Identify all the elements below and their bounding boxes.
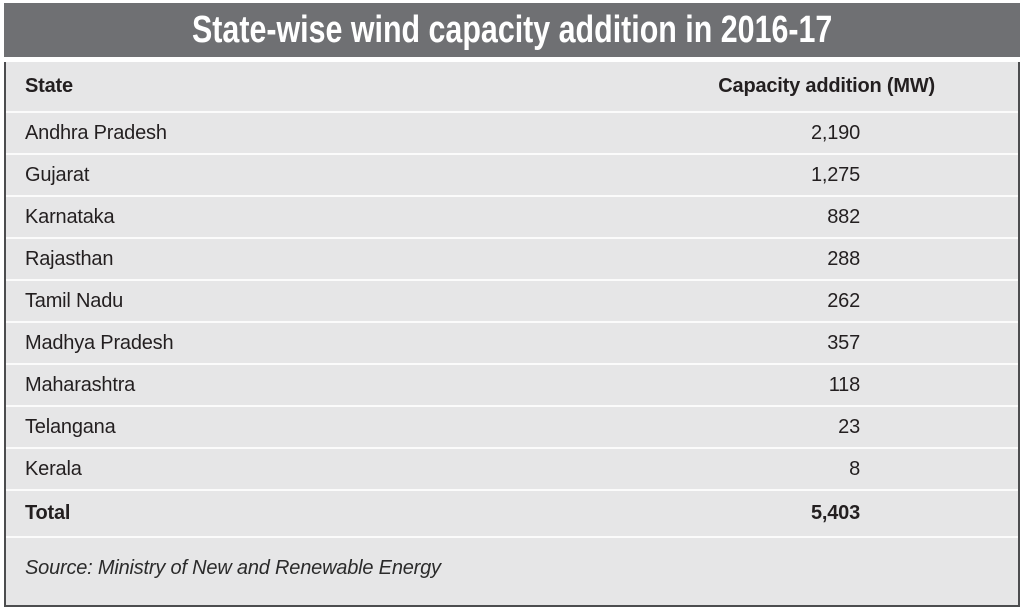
total-label: Total	[25, 502, 71, 524]
capacity-cell: 8	[849, 457, 860, 480]
state-cell: Kerala	[25, 457, 82, 480]
table-row: Tamil Nadu 262	[6, 281, 1018, 323]
state-cell: Rajasthan	[25, 247, 114, 270]
figure-title-bar: State-wise wind capacity addition in 201…	[4, 3, 1020, 57]
state-cell: Maharashtra	[25, 373, 136, 396]
table-row: Telangana 23	[6, 407, 1018, 449]
column-header-state: State	[25, 75, 73, 97]
table-row: Andhra Pradesh 2,190	[6, 113, 1018, 155]
table-row: Karnataka 882	[6, 197, 1018, 239]
capacity-cell: 23	[838, 415, 860, 438]
state-cell: Karnataka	[25, 205, 115, 228]
state-cell: Tamil Nadu	[25, 289, 124, 312]
capacity-cell: 882	[827, 205, 860, 228]
state-cell: Andhra Pradesh	[25, 121, 167, 144]
capacity-cell: 1,275	[810, 163, 860, 186]
capacity-cell: 288	[827, 247, 860, 270]
table-row: Madhya Pradesh 357	[6, 323, 1018, 365]
state-cell: Telangana	[25, 415, 116, 438]
table-total-row: Total 5,403	[6, 491, 1018, 538]
wind-capacity-figure: State-wise wind capacity addition in 201…	[4, 3, 1020, 607]
capacity-cell: 118	[828, 373, 860, 396]
table-row: Maharashtra 118	[6, 365, 1018, 407]
source-note: Source: Ministry of New and Renewable En…	[25, 557, 441, 579]
capacity-cell: 357	[827, 331, 860, 354]
capacity-cell: 262	[827, 289, 860, 312]
table-header-row: State Capacity addition (MW)	[6, 62, 1018, 113]
capacity-table: State Capacity addition (MW) Andhra Prad…	[4, 62, 1020, 607]
state-cell: Gujarat	[25, 163, 90, 186]
figure-title: State-wise wind capacity addition in 201…	[191, 9, 833, 51]
capacity-cell: 2,190	[810, 121, 860, 144]
table-row: Gujarat 1,275	[6, 155, 1018, 197]
state-cell: Madhya Pradesh	[25, 331, 174, 354]
table-row: Kerala 8	[6, 449, 1018, 491]
total-value: 5,403	[810, 502, 860, 524]
column-header-capacity: Capacity addition (MW)	[718, 75, 935, 97]
table-row: Rajasthan 288	[6, 239, 1018, 281]
source-area: Source: Ministry of New and Renewable En…	[6, 538, 1018, 605]
table-body: Andhra Pradesh 2,190 Gujarat 1,275 Karna…	[6, 113, 1018, 491]
